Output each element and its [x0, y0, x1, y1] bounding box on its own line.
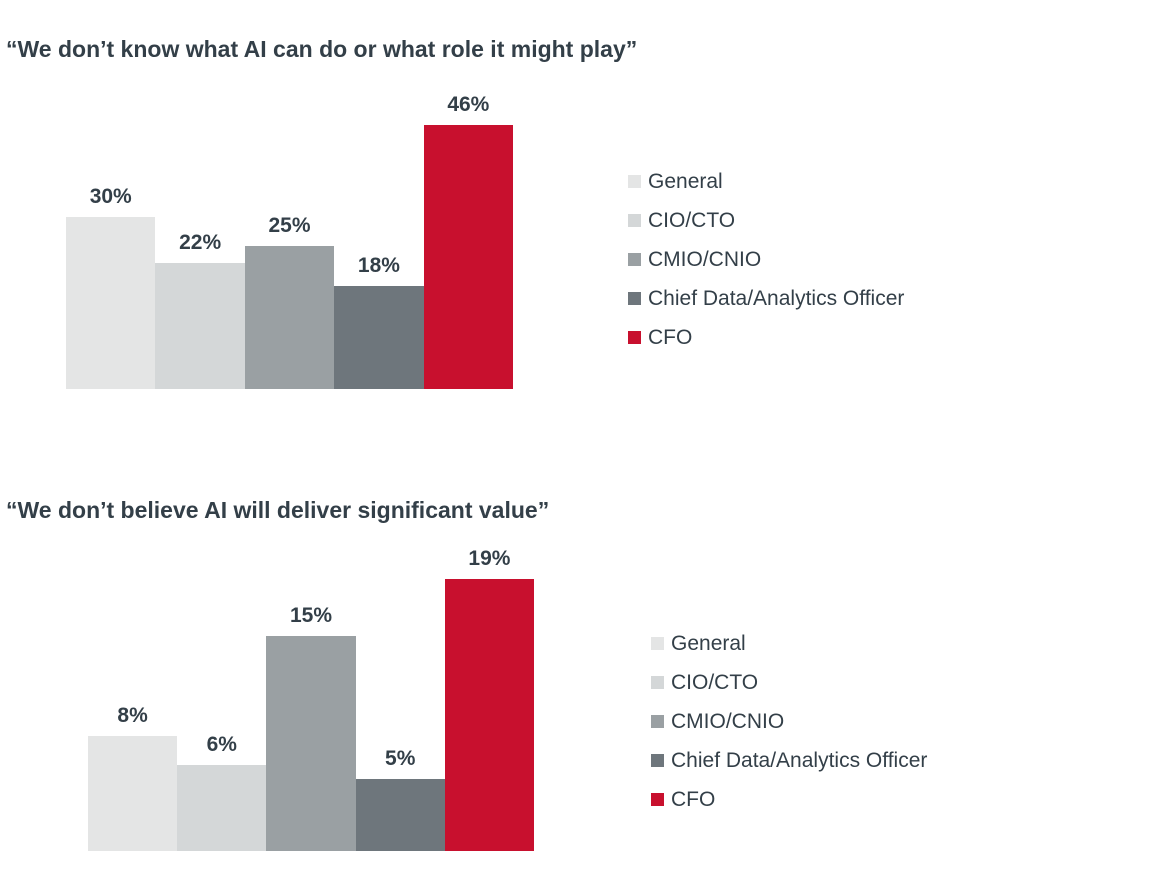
legend-swatch-icon — [651, 676, 664, 689]
legend-item-chief-data-analytics-officer: Chief Data/Analytics Officer — [651, 741, 927, 780]
legend-item-cfo: CFO — [628, 318, 904, 357]
legend-label-chief-data-analytics-officer: Chief Data/Analytics Officer — [671, 748, 928, 772]
bar-group-chief-data-analytics-officer: 5% — [355, 545, 445, 851]
legend-label-chief-data-analytics-officer: Chief Data/Analytics Officer — [648, 286, 905, 310]
bar-cfo — [444, 579, 535, 851]
chart-2-bar-plot: 8% 6% 15% 5% 19% — [88, 545, 535, 851]
bar-value-label-cfo: 19% — [468, 546, 511, 570]
legend-label-cio-cto: CIO/CTO — [671, 670, 759, 694]
legend-label-cfo: CFO — [671, 787, 716, 811]
legend-item-cfo: CFO — [651, 780, 927, 819]
bar-group-general: 8% — [88, 545, 178, 851]
legend-swatch-icon — [651, 793, 664, 806]
legend-swatch-icon — [628, 214, 641, 227]
legend-label-general: General — [671, 631, 746, 655]
legend-swatch-icon — [628, 253, 641, 266]
bar-chief-data-analytics-officer — [334, 286, 424, 389]
bar-group-cfo: 46% — [423, 91, 514, 389]
bar-cfo — [423, 125, 514, 389]
bar-value-label-cio-cto: 22% — [179, 230, 222, 254]
legend-label-cfo: CFO — [648, 325, 693, 349]
legend-item-cio-cto: CIO/CTO — [651, 663, 927, 702]
legend-item-cmio-cnio: CMIO/CNIO — [651, 702, 927, 741]
legend-swatch-icon — [628, 292, 641, 305]
legend-swatch-icon — [651, 754, 664, 767]
bar-value-label-chief-data-analytics-officer: 18% — [357, 253, 400, 277]
bar-value-label-chief-data-analytics-officer: 5% — [385, 746, 416, 770]
legend-label-cmio-cnio: CMIO/CNIO — [648, 247, 762, 271]
legend-item-general: General — [651, 624, 927, 663]
legend-label-general: General — [648, 169, 723, 193]
bar-general — [66, 217, 156, 389]
chart-1-title: “We don’t know what AI can do or what ro… — [6, 36, 638, 62]
legend-label-cio-cto: CIO/CTO — [648, 208, 736, 232]
chart-2-title: “We don’t believe AI will deliver signif… — [6, 497, 550, 523]
chart-2-legend: General CIO/CTO CMIO/CNIO Chief Data/Analyt… — [651, 624, 927, 819]
legend-item-chief-data-analytics-officer: Chief Data/Analytics Officer — [628, 279, 904, 318]
chart-1-legend: General CIO/CTO CMIO/CNIO Chief Data/Analyt… — [628, 162, 904, 357]
bar-group-cmio-cnio: 15% — [266, 545, 356, 851]
bar-group-general: 30% — [66, 91, 156, 389]
bar-cmio-cnio — [266, 636, 356, 851]
bar-group-cio-cto: 6% — [177, 545, 267, 851]
bar-cmio-cnio — [244, 246, 335, 389]
legend-label-cmio-cnio: CMIO/CNIO — [671, 709, 785, 733]
bar-group-cio-cto: 22% — [155, 91, 245, 389]
legend-swatch-icon — [628, 175, 641, 188]
legend-swatch-icon — [651, 715, 664, 728]
bar-general — [88, 736, 178, 851]
bar-group-cfo: 19% — [444, 545, 535, 851]
bar-value-label-cmio-cnio: 15% — [289, 603, 333, 627]
bar-group-cmio-cnio: 25% — [244, 91, 335, 389]
bar-value-label-cmio-cnio: 25% — [268, 213, 311, 237]
legend-item-cio-cto: CIO/CTO — [628, 201, 904, 240]
legend-swatch-icon — [651, 637, 664, 650]
bar-value-label-cio-cto: 6% — [206, 732, 237, 756]
legend-item-cmio-cnio: CMIO/CNIO — [628, 240, 904, 279]
bar-value-label-general: 8% — [117, 703, 148, 727]
legend-swatch-icon — [628, 331, 641, 344]
legend-item-general: General — [628, 162, 904, 201]
bar-cio-cto — [155, 263, 245, 389]
bar-value-label-cfo: 46% — [447, 92, 490, 116]
bar-value-label-general: 30% — [89, 184, 132, 208]
bar-cio-cto — [177, 765, 267, 851]
bar-group-chief-data-analytics-officer: 18% — [334, 91, 424, 389]
bar-chief-data-analytics-officer — [355, 779, 445, 851]
chart-1-bar-plot: 30% 22% 25% 18% 46% — [66, 91, 514, 389]
